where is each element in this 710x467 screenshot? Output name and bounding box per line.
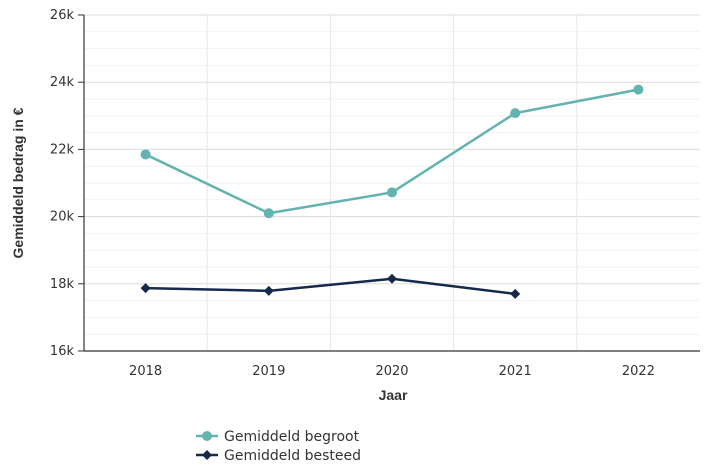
x-tick-label: 2022 <box>622 364 655 379</box>
legend: Gemiddeld begroot Gemiddeld besteed <box>196 429 361 464</box>
y-tick-label: 24k <box>50 75 75 90</box>
data-point <box>387 273 397 284</box>
legend-item[interactable]: Gemiddeld begroot <box>196 429 360 445</box>
y-axis-title: Gemiddeld bedrag in € <box>10 107 26 258</box>
legend-marker <box>202 431 212 441</box>
x-tick-label: 2018 <box>129 364 162 379</box>
data-point <box>140 283 151 294</box>
y-tick-label: 18k <box>50 277 75 292</box>
data-point <box>510 288 521 299</box>
x-tick-label: 2019 <box>252 364 285 379</box>
y-tick-label: 26k <box>50 8 75 23</box>
data-point <box>387 187 397 198</box>
series-2 <box>140 273 521 299</box>
legend-label: Gemiddeld begroot <box>224 429 360 445</box>
gridlines <box>84 14 700 352</box>
series-group <box>140 84 644 299</box>
x-axis-ticks: 2018 2019 2020 2021 2022 <box>129 364 655 379</box>
data-point <box>263 208 274 219</box>
series-line <box>145 277 516 296</box>
data-point <box>633 84 644 95</box>
x-tick-label: 2020 <box>375 364 408 379</box>
axes <box>83 15 700 352</box>
y-axis-ticks: 16k 18k 20k 22k 24k 26k <box>50 8 84 359</box>
y-tick-label: 22k <box>50 142 75 157</box>
y-tick-label: 16k <box>50 344 75 359</box>
legend-item[interactable]: Gemiddeld besteed <box>196 448 361 464</box>
data-point <box>263 285 274 296</box>
y-tick-label: 20k <box>50 210 75 225</box>
legend-marker <box>202 450 212 460</box>
data-point <box>510 108 521 119</box>
legend-label: Gemiddeld besteed <box>224 448 361 464</box>
x-axis-title: Jaar <box>379 387 408 403</box>
x-tick-label: 2021 <box>499 364 532 379</box>
data-point <box>140 149 151 160</box>
series-1 <box>140 84 644 219</box>
